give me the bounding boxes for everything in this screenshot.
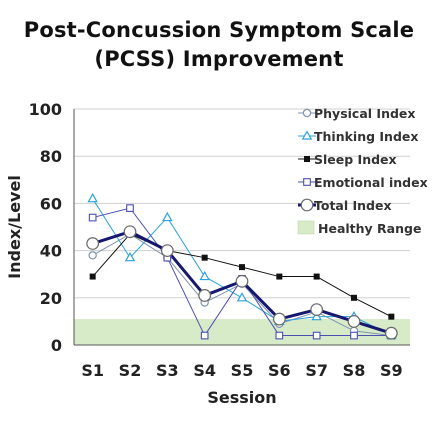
y-tick-label: 100 xyxy=(29,100,62,119)
series-4-point xyxy=(123,225,137,239)
x-tick-label: S9 xyxy=(380,361,403,380)
series-2-point xyxy=(351,294,357,301)
legend-label-4: Total Index xyxy=(314,198,392,213)
x-tick-label: S2 xyxy=(119,361,142,380)
chart-title-line1: Post-Concussion Symptom Scale xyxy=(23,18,415,42)
legend-marker-4 xyxy=(300,198,314,212)
legend-marker-1 xyxy=(301,130,313,140)
series-4-point xyxy=(160,244,174,258)
x-tick-label: S4 xyxy=(193,361,216,380)
series-4-point xyxy=(86,237,100,250)
series-0-point xyxy=(88,251,97,260)
series-1-point xyxy=(162,211,173,222)
chart-title-line2: (PCSS) Improvement xyxy=(94,47,344,71)
x-tick-label: S8 xyxy=(343,361,366,380)
x-tick-label: S3 xyxy=(156,361,179,380)
series-4-point xyxy=(272,312,286,326)
legend-label-1: Thinking Index xyxy=(314,129,418,144)
series-2-point xyxy=(388,313,395,320)
series-2-point xyxy=(89,273,96,280)
x-tick-label: S5 xyxy=(231,361,254,380)
x-axis-label: Session xyxy=(207,388,276,407)
y-tick-label: 40 xyxy=(40,242,62,261)
series-4-point xyxy=(384,326,398,340)
y-tick-label: 60 xyxy=(40,194,62,213)
series-1-point xyxy=(199,270,210,281)
series-1-point xyxy=(87,192,98,203)
series-4-point xyxy=(235,274,249,288)
series-3-point xyxy=(350,331,358,340)
y-tick-label: 80 xyxy=(40,147,62,166)
series-4-point xyxy=(198,289,212,302)
y-axis-label: Index/Level xyxy=(5,175,24,279)
x-tick-label: S7 xyxy=(305,361,328,380)
series-3-point xyxy=(312,331,321,340)
series-2-point xyxy=(239,264,245,271)
legend-marker-healthy-range xyxy=(297,220,315,235)
series-2-point xyxy=(201,254,208,261)
x-tick-label: S1 xyxy=(81,361,104,380)
series-2-point xyxy=(276,273,283,280)
legend-label-0: Physical Index xyxy=(314,106,415,121)
series-3-point xyxy=(126,204,134,212)
series-3-point xyxy=(200,331,209,340)
legend-marker-0 xyxy=(302,108,312,118)
series-3-point xyxy=(275,331,284,340)
y-tick-label: 20 xyxy=(40,289,62,308)
legend-label-3: Emotional index xyxy=(314,175,428,190)
series-4-point xyxy=(310,303,324,317)
series-2-point xyxy=(313,273,320,280)
series-4-point xyxy=(347,315,361,328)
legend-label-2: Sleep Index xyxy=(314,152,397,167)
series-1-point xyxy=(236,292,248,302)
series-3-point xyxy=(88,213,97,222)
series-1-point xyxy=(124,251,136,262)
legend-label-healthy-range: Healthy Range xyxy=(318,221,421,236)
x-tick-label: S6 xyxy=(268,361,291,380)
legend-marker-3 xyxy=(303,178,311,186)
legend-marker-2 xyxy=(304,156,310,162)
y-tick-label: 0 xyxy=(51,336,62,355)
